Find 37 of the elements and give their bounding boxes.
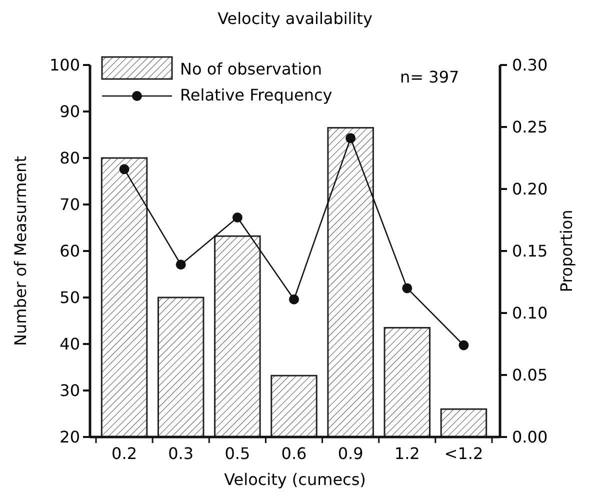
y-axis-title: Number of Measurment: [11, 156, 30, 346]
x-tick-label: 0.6: [281, 444, 307, 463]
x-tick-label: 0.9: [338, 444, 364, 463]
chart-title: Velocity availability: [218, 9, 372, 28]
y-tick-label: 20: [60, 428, 80, 447]
x-axis-title: Velocity (cumecs): [224, 470, 366, 489]
y-tick-label: 100: [49, 56, 80, 75]
y2-tick-label: 0.15: [512, 242, 548, 261]
y2-tick-label: 0.30: [512, 56, 548, 75]
x-tick-label: <1.2: [444, 444, 484, 463]
y-tick-label: 30: [60, 381, 80, 400]
y-tick-label: 70: [60, 195, 80, 214]
y2-axis-title: Proportion: [557, 210, 576, 292]
y2-tick-label: 0.25: [512, 118, 548, 137]
y-tick-label: 40: [60, 334, 80, 354]
point: [289, 294, 299, 304]
x-tick-label: 0.3: [168, 444, 194, 463]
y-tick-label: 50: [60, 288, 80, 308]
point: [346, 133, 356, 144]
y2-tick-label: 0.20: [512, 180, 548, 199]
y-tick-label: 90: [60, 102, 80, 122]
x-tick-label: 1.2: [394, 444, 420, 463]
x-tick-label: 0.2: [112, 444, 138, 463]
x-tick-label: 0.5: [224, 444, 250, 463]
point: [458, 340, 469, 350]
y-tick-label: 80: [60, 148, 80, 168]
y2-tick-label: 0.10: [512, 304, 548, 323]
y-tick-label: 60: [60, 242, 80, 261]
y2-tick-label: 0.00: [512, 428, 548, 447]
legend-label: No of observation: [180, 60, 322, 79]
legend-label: Relative Frequency: [180, 86, 332, 105]
point: [176, 260, 186, 270]
annotation: n= 397: [400, 68, 460, 87]
point: [402, 283, 412, 294]
y2-tick-label: 0.05: [512, 366, 548, 385]
point: [232, 212, 242, 223]
point: [119, 164, 130, 174]
